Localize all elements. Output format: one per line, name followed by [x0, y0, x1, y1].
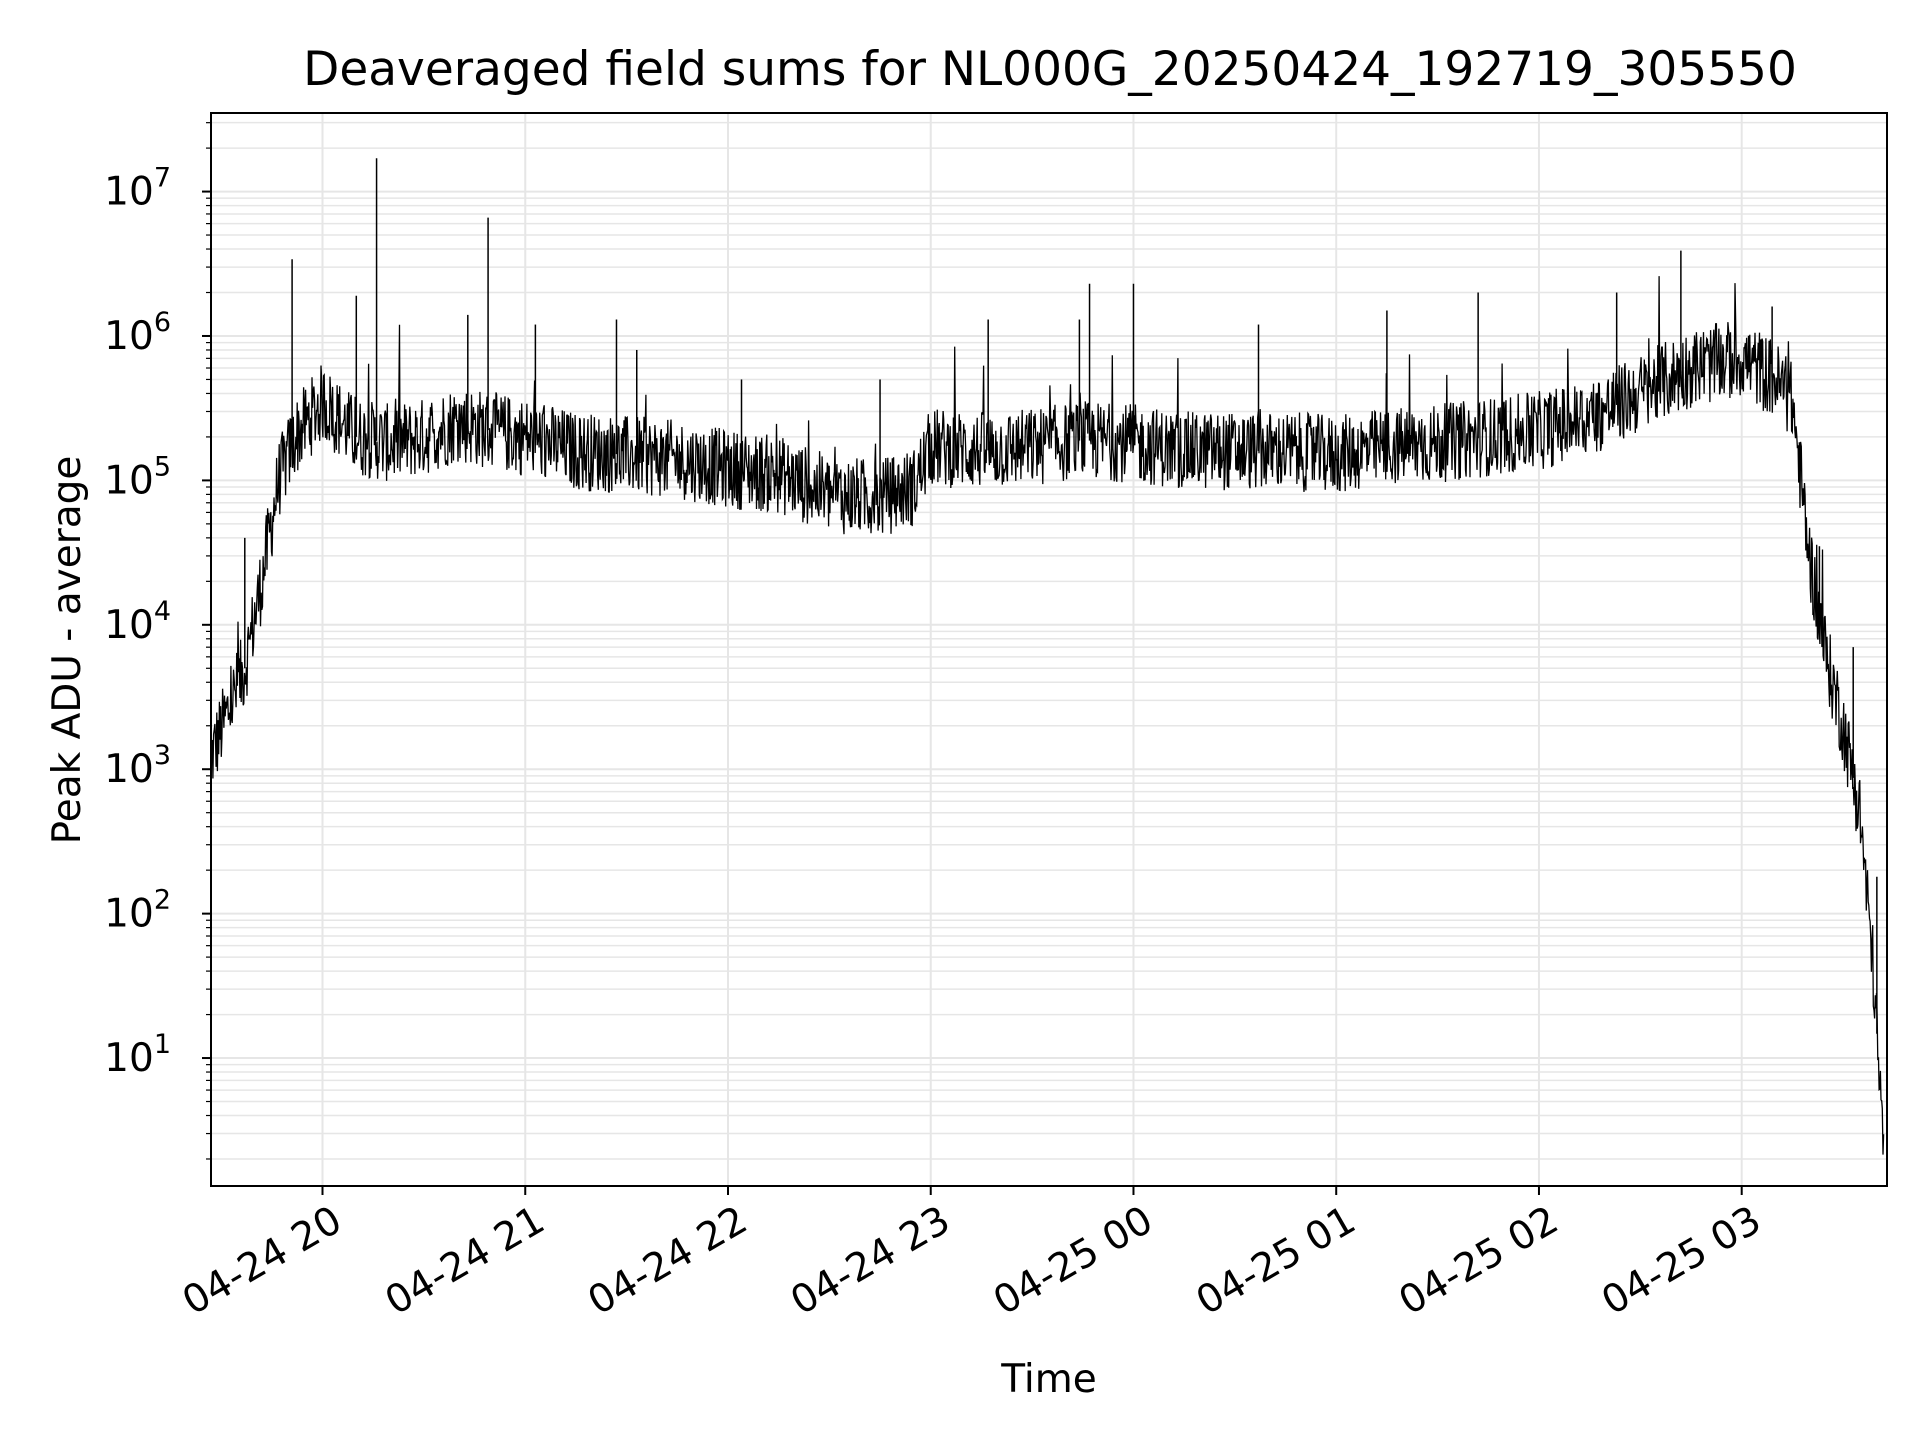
y-tick-label: 107: [104, 163, 171, 215]
x-tick-label: 04-24 23: [783, 1198, 957, 1325]
grid-lines: [211, 113, 1887, 1186]
data-series: [210, 158, 1885, 1155]
y-tick-label: 102: [104, 885, 171, 937]
x-tick-label: 04-25 01: [1189, 1198, 1363, 1325]
y-tick-label: 106: [104, 307, 171, 359]
chart-title: Deaveraged field sums for NL000G_2025042…: [303, 42, 1797, 97]
plot-frame: [210, 112, 1888, 1187]
x-tick-label: 04-25 00: [986, 1198, 1160, 1325]
y-axis-label: Peak ADU - average: [45, 456, 90, 845]
y-tick-label: 104: [104, 596, 171, 648]
x-tick-label: 04-24 20: [175, 1198, 349, 1325]
x-tick-label: 04-25 03: [1594, 1198, 1768, 1325]
y-tick-label: 101: [104, 1029, 171, 1081]
y-tick-label: 105: [104, 451, 171, 503]
x-tick-label: 04-24 21: [378, 1198, 552, 1325]
x-tick-label: 04-25 02: [1392, 1198, 1566, 1325]
series-line: [210, 276, 1885, 1155]
x-tick-label: 04-24 22: [581, 1198, 755, 1325]
x-axis-label: Time: [1000, 1357, 1096, 1402]
y-tick-label: 103: [104, 740, 171, 792]
